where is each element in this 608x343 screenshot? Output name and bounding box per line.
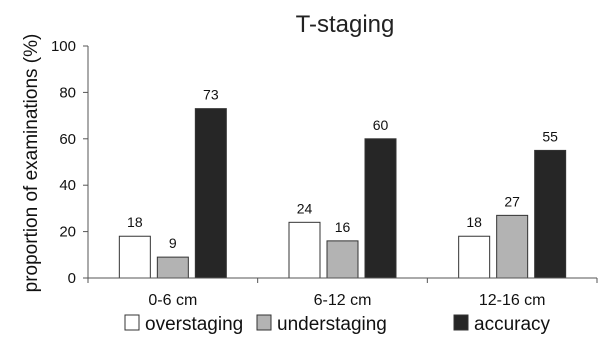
legend-swatch-accuracy xyxy=(454,315,468,330)
bar-accuracy xyxy=(365,139,396,278)
data-label: 24 xyxy=(297,200,313,216)
bar-overstaging xyxy=(459,236,490,278)
data-label: 73 xyxy=(203,87,219,103)
bar-understaging xyxy=(327,241,358,278)
y-tick-label: 60 xyxy=(59,131,76,148)
bar-overstaging xyxy=(289,222,320,278)
y-tick-label: 20 xyxy=(59,224,76,241)
y-tick-label: 0 xyxy=(68,270,76,287)
data-label: 60 xyxy=(373,117,389,133)
bar-overstaging xyxy=(119,236,150,278)
data-label: 18 xyxy=(127,214,143,230)
x-tick-label: 6-12 cm xyxy=(314,292,372,309)
y-axis: 0 20 40 60 80 100 xyxy=(51,38,88,287)
legend-label-accuracy: accuracy xyxy=(474,314,551,335)
legend: overstaging understaging accuracy xyxy=(125,314,551,335)
y-tick-label: 100 xyxy=(51,38,76,55)
data-label: 27 xyxy=(504,193,520,209)
legend-swatch-understaging xyxy=(257,315,271,330)
y-axis-label: proportion of examinations (%) xyxy=(21,34,42,293)
x-tick-label: 0-6 cm xyxy=(148,292,197,309)
data-label: 9 xyxy=(169,235,177,251)
bar-understaging xyxy=(157,257,188,278)
bar-accuracy xyxy=(535,150,566,278)
bar-accuracy xyxy=(195,109,226,278)
x-axis: 0-6 cm 6-12 cm 12-16 cm xyxy=(88,278,597,309)
y-tick-label: 40 xyxy=(59,177,76,194)
y-tick-label: 80 xyxy=(59,84,76,101)
data-label: 55 xyxy=(542,128,558,144)
x-tick-label: 12-16 cm xyxy=(479,292,546,309)
data-label: 16 xyxy=(335,219,351,235)
bars: 18 9 73 24 16 60 18 27 55 xyxy=(119,87,565,278)
chart-title: T-staging xyxy=(296,11,395,38)
data-label: 18 xyxy=(466,214,482,230)
bar-understaging xyxy=(497,215,528,278)
legend-label-overstaging: overstaging xyxy=(145,314,243,335)
legend-swatch-overstaging xyxy=(125,315,139,330)
legend-label-understaging: understaging xyxy=(277,314,387,335)
